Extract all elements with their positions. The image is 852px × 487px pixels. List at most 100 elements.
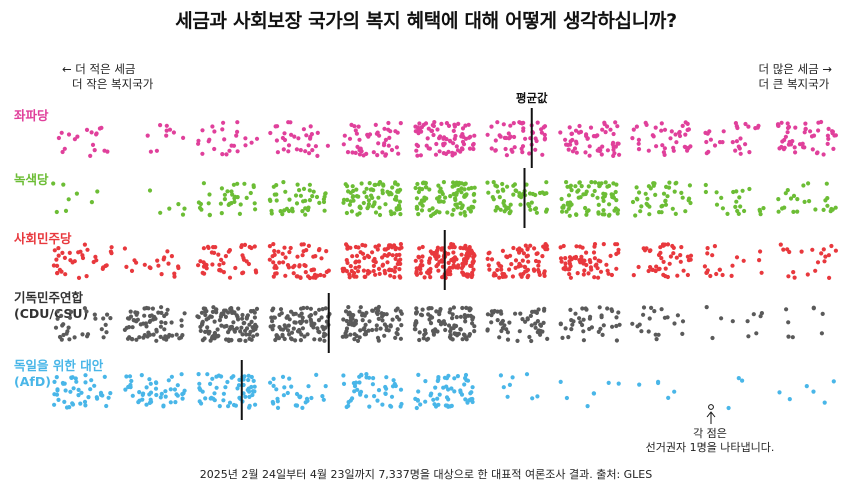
voter-dot: [447, 245, 452, 250]
voter-dot: [646, 148, 651, 153]
voter-dot: [535, 120, 540, 125]
voter-dot: [359, 373, 364, 378]
voter-dot: [163, 320, 168, 326]
voter-dot: [782, 137, 787, 143]
voter-dot: [381, 312, 386, 317]
voter-dot: [297, 319, 302, 325]
voter-dot: [448, 139, 453, 144]
voter-dot: [243, 136, 248, 141]
voter-dot: [301, 127, 306, 132]
voter-dot: [219, 257, 224, 262]
voter-dot: [225, 189, 230, 194]
voter-dot: [450, 316, 455, 321]
voter-dot: [56, 135, 62, 141]
voter-dot: [300, 209, 305, 214]
voter-dot: [236, 317, 241, 322]
voter-dot: [485, 328, 490, 333]
voter-dot: [600, 144, 605, 149]
voter-dot: [373, 260, 378, 265]
voter-dot: [459, 146, 465, 151]
voter-dot: [528, 313, 534, 318]
voter-dot: [427, 187, 432, 192]
voter-dot: [637, 190, 642, 195]
voter-dot: [169, 374, 174, 379]
voter-dot: [831, 379, 836, 384]
voter-dot: [608, 253, 613, 258]
voter-dot: [542, 273, 547, 278]
voter-dot: [563, 256, 568, 261]
voter-dot: [242, 181, 247, 186]
voter-dot: [558, 322, 563, 327]
voter-dot: [130, 325, 135, 330]
voter-dot: [452, 389, 457, 394]
voter-dot: [315, 130, 320, 135]
voter-dot: [508, 123, 513, 128]
voter-dot: [792, 275, 797, 280]
voter-dot: [467, 146, 473, 151]
voter-dot: [519, 274, 524, 279]
voter-dot: [351, 381, 356, 386]
voter-dot: [574, 150, 579, 155]
voter-dot: [659, 121, 664, 126]
voter-dot: [316, 318, 322, 323]
voter-dot: [398, 404, 403, 409]
voter-dot: [452, 376, 457, 381]
voter-dot: [730, 263, 735, 268]
voter-dot: [614, 315, 619, 320]
voter-dot: [545, 247, 550, 252]
voter-dot: [603, 130, 608, 135]
voter-dot: [353, 265, 358, 270]
voter-dot: [512, 145, 517, 150]
voter-dot: [394, 145, 399, 150]
voter-dot: [390, 185, 395, 190]
voter-dot: [791, 193, 797, 198]
voter-dot: [506, 131, 511, 136]
voter-dot: [364, 186, 369, 191]
voter-dot: [175, 383, 180, 388]
voter-dot: [445, 210, 450, 215]
voter-dot: [466, 306, 472, 311]
voter-dot: [730, 319, 735, 324]
voter-dot: [269, 211, 274, 216]
voter-dot: [459, 190, 464, 195]
voter-dot: [523, 264, 528, 270]
voter-dot: [457, 180, 462, 185]
voter-dot: [289, 309, 294, 314]
voter-dot: [89, 378, 94, 383]
voter-dot: [461, 142, 467, 147]
voter-dot: [702, 264, 708, 269]
voter-dot: [288, 245, 293, 251]
voter-dot: [280, 332, 285, 337]
voter-dot: [497, 275, 502, 280]
voter-dot: [708, 273, 713, 279]
voter-dot: [348, 332, 353, 337]
voter-dot: [252, 310, 257, 315]
voter-dot: [350, 184, 355, 189]
voter-dot: [386, 120, 391, 126]
voter-dot: [737, 195, 742, 200]
voter-dot: [419, 208, 425, 213]
voter-dot: [364, 372, 369, 377]
voter-dot: [413, 327, 418, 332]
voter-dot: [441, 199, 446, 204]
voter-dot: [313, 254, 318, 259]
voter-dot: [464, 246, 469, 251]
voter-dot: [241, 321, 246, 326]
voter-dot: [586, 184, 591, 189]
voter-dot: [207, 192, 212, 197]
voter-dot: [64, 331, 69, 336]
voter-dot: [617, 322, 622, 327]
voter-dot: [454, 257, 459, 262]
voter-dot: [661, 191, 667, 196]
voter-dot: [450, 212, 455, 217]
voter-dot: [317, 200, 322, 205]
voter-dot: [539, 130, 545, 135]
voter-dot: [541, 320, 546, 325]
voter-dot: [57, 267, 63, 272]
voter-dot: [365, 271, 371, 276]
voter-dot: [540, 329, 545, 334]
voter-dot: [573, 184, 578, 189]
voter-dot: [154, 327, 159, 332]
voter-dot: [357, 380, 362, 385]
voter-dot: [427, 208, 432, 213]
